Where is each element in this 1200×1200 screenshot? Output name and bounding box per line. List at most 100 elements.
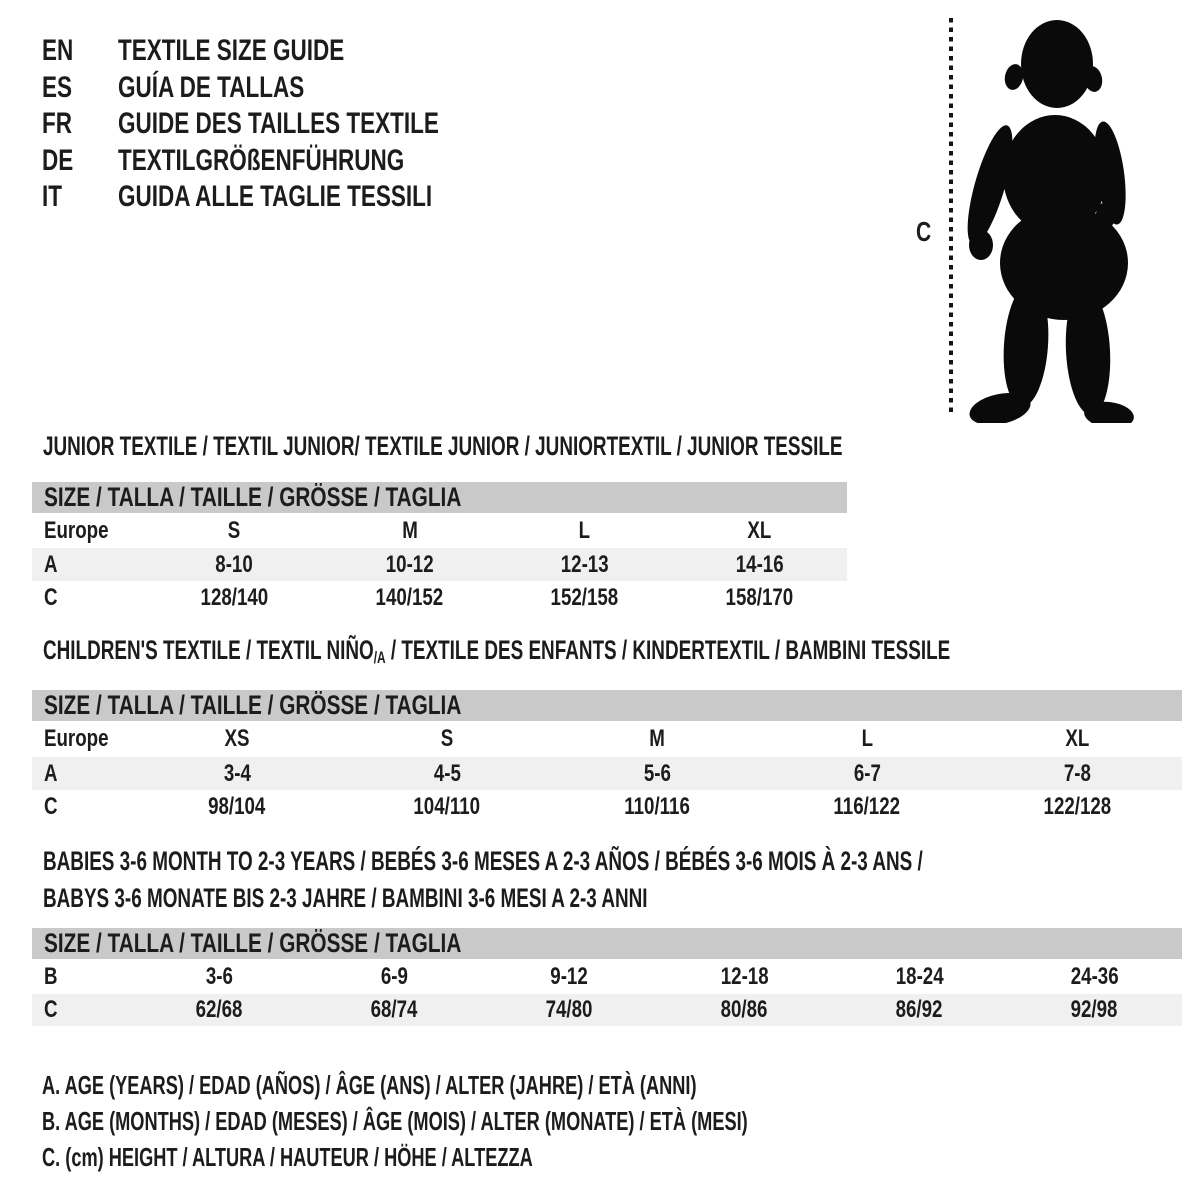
- section-title-text: BABYS 3-6 MONATE BIS 2-3 JAHRE / BAMBINI…: [43, 883, 648, 913]
- nino-a-subscript: /A: [373, 648, 386, 667]
- legend-text: A. AGE (YEARS) / EDAD (AÑOS) / ÂGE (ANS)…: [42, 1070, 697, 1100]
- table-row-age-years: A 8-10 10-12 12-13 14-16: [32, 548, 848, 581]
- table-row-age-years: A 3-4 4-5 5-6 6-7 7-8: [32, 757, 1183, 790]
- children-section-title: CHILDREN'S TEXTILE / TEXTIL NIÑO/A / TEX…: [43, 637, 1200, 671]
- size-cell: 122/128: [972, 790, 1182, 823]
- row-label-cell: A: [32, 548, 147, 581]
- cell-text: 5-6: [643, 759, 671, 787]
- size-header-cell: SIZE / TALLA / TAILLE / GRÖSSE / TAGLIA: [32, 690, 1183, 721]
- language-row-fr: FR GUIDE DES TAILLES TEXTILE: [42, 106, 546, 143]
- cell-text: 74/80: [546, 996, 593, 1023]
- cell-text: 4-5: [433, 759, 461, 787]
- table-row-europe: Europe S M L XL: [32, 513, 847, 548]
- legend-text: B. AGE (MONTHS) / EDAD (MESES) / ÂGE (MO…: [42, 1106, 748, 1136]
- language-code: EN: [42, 34, 74, 67]
- language-row-it: IT GUIDA ALLE TAGLIE TESSILI: [42, 179, 546, 216]
- cell-text: 68/74: [371, 996, 418, 1023]
- table-row-europe: Europe XS S M L XL: [32, 721, 1182, 757]
- cell-text: SIZE / TALLA / TAILLE / GRÖSSE / TAGLIA: [44, 482, 462, 512]
- cell-text: M: [401, 516, 418, 544]
- language-code: DE: [42, 143, 74, 177]
- language-row-en: EN TEXTILE SIZE GUIDE: [42, 33, 546, 70]
- language-title: GUIDA ALLE TAGLIE TESSILI: [118, 180, 433, 213]
- cell-text: 128/140: [200, 583, 269, 611]
- language-title: GUÍA DE TALLAS: [118, 70, 305, 104]
- size-cell: 110/116: [552, 790, 762, 823]
- table-row-age-months: B 3-6 6-9 9-12 12-18 18-24 24-36: [32, 959, 1182, 994]
- size-cell: 98/104: [132, 790, 342, 823]
- size-cell: 24-36: [1007, 959, 1182, 994]
- size-cell: L: [762, 721, 972, 757]
- row-label-cell: C: [32, 994, 132, 1026]
- size-cell: 8-10: [147, 548, 322, 581]
- cell-text: L: [861, 725, 873, 752]
- size-cell: 6-7: [762, 757, 972, 790]
- cell-text: 110/116: [624, 792, 690, 820]
- row-label-cell: B: [32, 959, 132, 994]
- size-cell: 10-12: [322, 548, 497, 581]
- cell-text: 6-7: [853, 759, 881, 787]
- size-cell: 68/74: [307, 994, 482, 1026]
- cell-text: 6-9: [380, 962, 409, 990]
- legend-line-c: C. (cm) HEIGHT / ALTURA / HAUTEUR / HÖHE…: [42, 1144, 743, 1171]
- cell-text: B: [44, 962, 58, 990]
- cell-text: 122/128: [1043, 792, 1111, 820]
- cell-text: 12-13: [560, 550, 609, 578]
- table-row-height-cm: C 62/68 68/74 74/80 80/86 86/92 92/98: [32, 994, 1183, 1026]
- cell-text: 18-24: [895, 962, 944, 990]
- cell-text: 9-12: [550, 962, 589, 990]
- size-cell: 4-5: [342, 757, 552, 790]
- size-cell: 12-13: [497, 548, 672, 581]
- cell-text: A: [44, 550, 58, 578]
- row-label-cell: C: [32, 790, 132, 823]
- language-title: GUIDE DES TAILLES TEXTILE: [118, 107, 439, 140]
- legend-line-b: B. AGE (MONTHS) / EDAD (MESES) / ÂGE (MO…: [42, 1108, 1050, 1135]
- junior-section-title: JUNIOR TEXTILE / TEXTIL JUNIOR/ TEXTILE …: [43, 433, 1185, 460]
- cell-text: C: [44, 583, 58, 611]
- cell-text: XS: [224, 725, 250, 752]
- size-cell: 104/110: [342, 790, 552, 823]
- cell-text: M: [649, 725, 665, 752]
- cell-text: Europe: [44, 725, 109, 752]
- size-cell: 9-12: [482, 959, 657, 994]
- size-cell: 18-24: [832, 959, 1007, 994]
- language-code: ES: [42, 70, 73, 104]
- cell-text: 8-10: [215, 550, 254, 578]
- size-cell: 6-9: [307, 959, 482, 994]
- size-cell: 74/80: [482, 994, 657, 1026]
- size-cell: 3-4: [132, 757, 342, 790]
- cell-text: 3-4: [223, 759, 251, 787]
- cell-text: C: [44, 996, 58, 1023]
- cell-text: 98/104: [208, 792, 266, 820]
- children-size-table: SIZE / TALLA / TAILLE / GRÖSSE / TAGLIA …: [32, 690, 1183, 823]
- cell-text: 86/92: [896, 996, 943, 1023]
- row-label-cell: Europe: [32, 721, 132, 757]
- row-label-cell: A: [32, 757, 132, 790]
- cell-text: L: [578, 516, 591, 544]
- height-measure-label: C: [916, 216, 932, 247]
- size-cell: XL: [972, 721, 1182, 757]
- size-cell: 92/98: [1007, 994, 1183, 1026]
- cell-text: 7-8: [1063, 759, 1091, 787]
- size-cell: 80/86: [657, 994, 832, 1026]
- cell-text: 104/110: [413, 792, 481, 820]
- size-cell: 7-8: [972, 757, 1183, 790]
- cell-text: S: [440, 725, 454, 752]
- size-cell: 140/152: [322, 581, 497, 614]
- cell-text: S: [228, 516, 241, 544]
- size-header-cell: SIZE / TALLA / TAILLE / GRÖSSE / TAGLIA: [32, 928, 1183, 959]
- cell-text: 158/170: [725, 583, 794, 611]
- cell-text: 140/152: [375, 583, 444, 611]
- section-title-text: CHILDREN'S TEXTILE / TEXTIL NIÑO/A / TEX…: [43, 635, 951, 668]
- row-label-cell: C: [32, 581, 147, 614]
- junior-size-table: SIZE / TALLA / TAILLE / GRÖSSE / TAGLIA …: [32, 482, 848, 614]
- size-cell: 86/92: [832, 994, 1007, 1026]
- cell-text: 152/158: [550, 583, 619, 611]
- size-header-cell: SIZE / TALLA / TAILLE / GRÖSSE / TAGLIA: [32, 482, 848, 513]
- cell-text: 116/122: [833, 792, 901, 820]
- size-cell: 12-18: [657, 959, 832, 994]
- language-title: TEXTILE SIZE GUIDE: [118, 34, 345, 67]
- size-cell: 152/158: [497, 581, 672, 614]
- size-cell: 3-6: [132, 959, 307, 994]
- language-code: FR: [42, 107, 72, 140]
